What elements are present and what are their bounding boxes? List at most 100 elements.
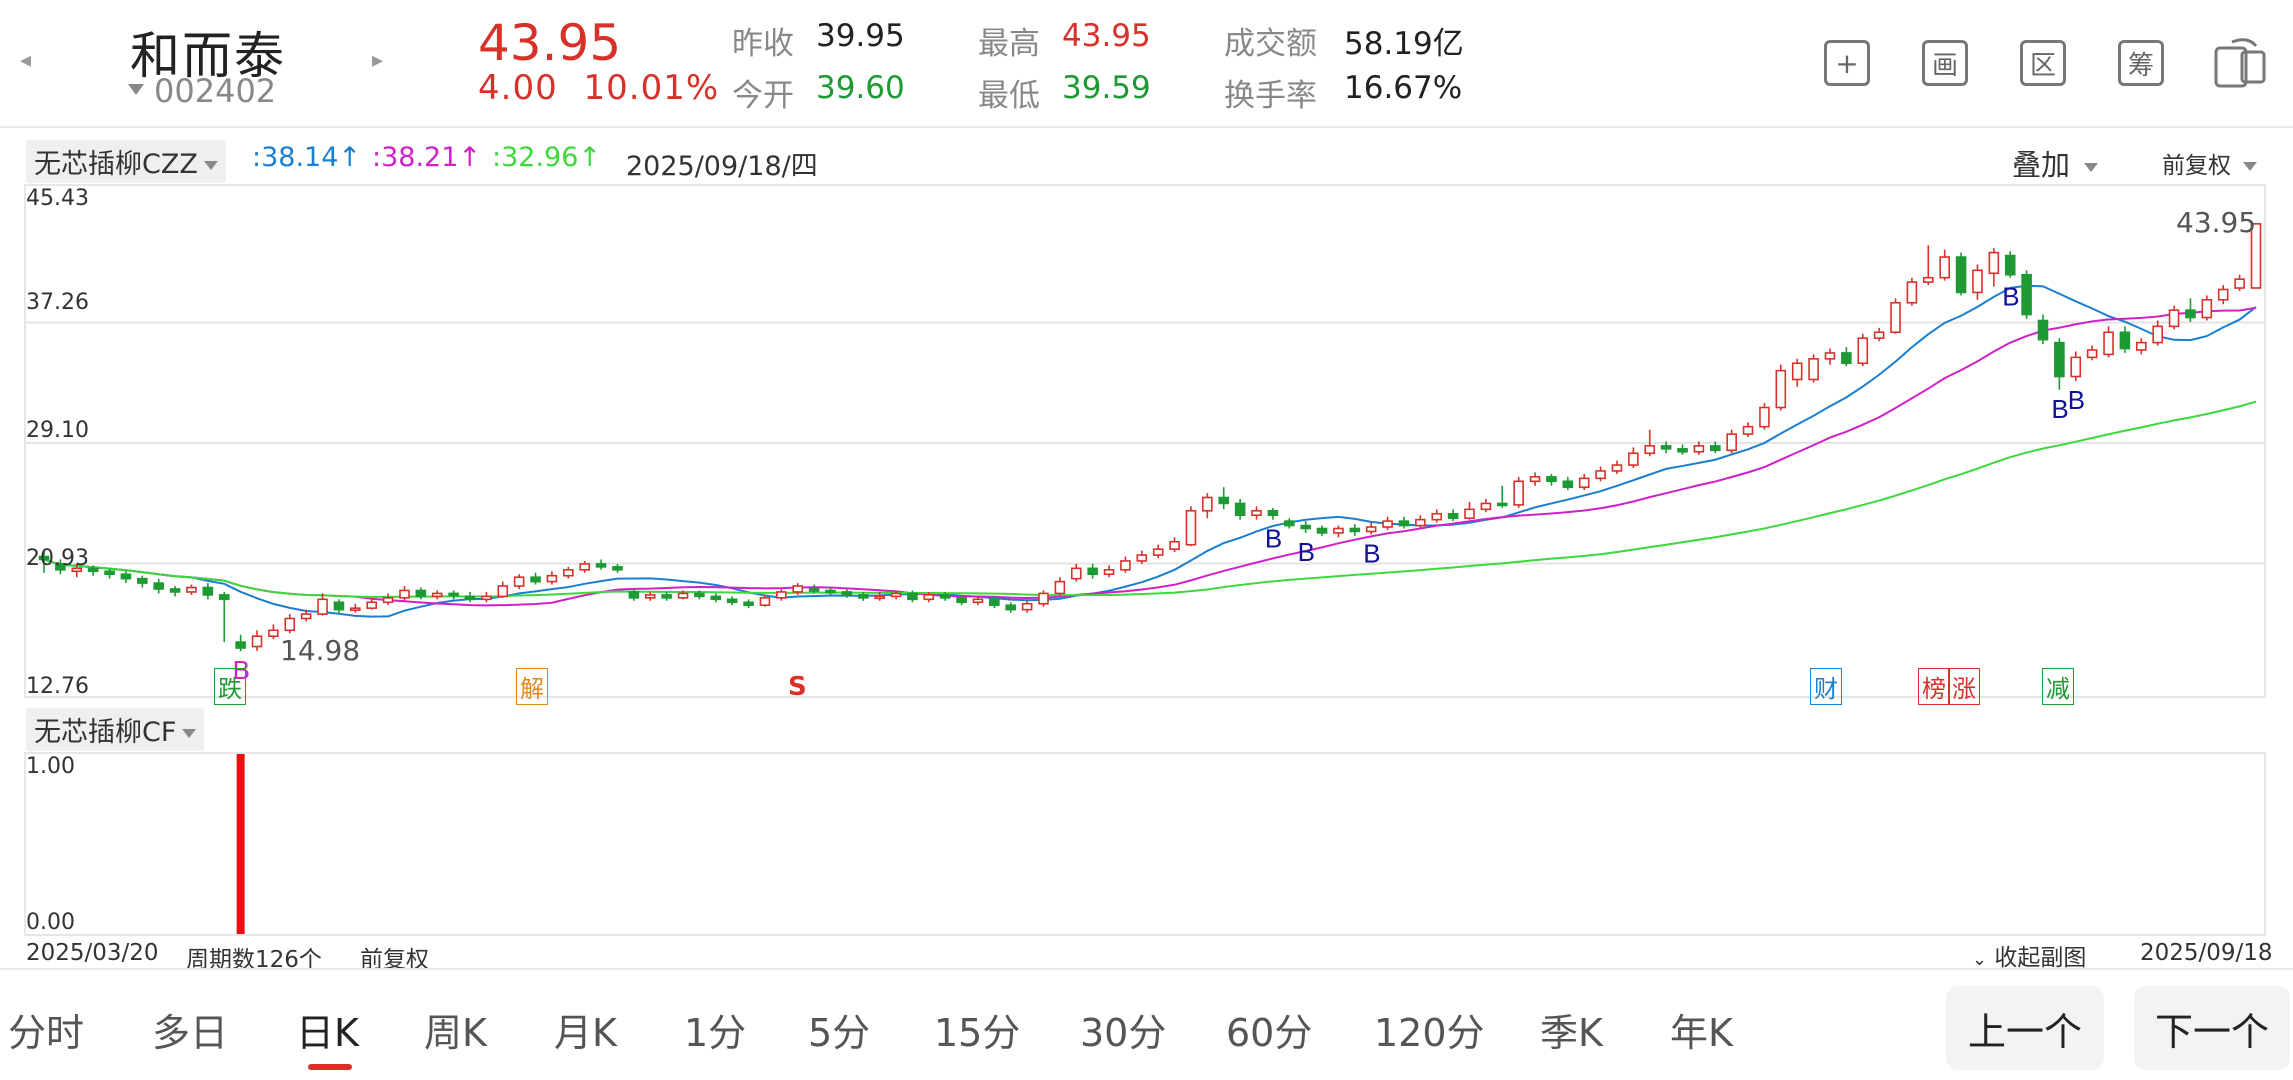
candle-body: [2136, 341, 2147, 351]
candle-body: [726, 598, 738, 604]
code-dropdown-icon[interactable]: [128, 84, 144, 95]
tab-intraday[interactable]: 分时: [8, 1011, 85, 1055]
sub-chart-panel[interactable]: [24, 752, 2266, 936]
candle-body: [38, 555, 50, 561]
candle-body: [399, 589, 410, 599]
candle-body: [497, 585, 509, 598]
y-label: 12.76: [26, 674, 89, 699]
candle-body: [956, 597, 967, 604]
candle-body: [1480, 502, 1492, 511]
finance-event-tag[interactable]: 财: [1810, 668, 1842, 705]
candle-body: [1185, 509, 1197, 546]
reduce-event-tag[interactable]: 减: [2042, 668, 2074, 705]
chevron-down-icon: [203, 161, 218, 170]
candle-body: [579, 563, 591, 571]
candle-body: [677, 592, 689, 599]
candle-body: [628, 591, 640, 599]
candle-body: [1922, 276, 1934, 283]
unlock-event-tag[interactable]: 解: [516, 668, 548, 705]
candle-body: [989, 598, 1000, 607]
adjust-selector[interactable]: 前复权: [2162, 146, 2257, 180]
candle-body: [120, 573, 132, 580]
sub-y-label: 0.00: [26, 910, 75, 935]
candle-body: [939, 594, 951, 599]
tab-5min[interactable]: 5分: [808, 1011, 871, 1055]
change-value: 4.00: [478, 68, 558, 108]
candle-body: [972, 598, 984, 604]
candle-body: [317, 598, 328, 615]
candle-body: [595, 563, 607, 568]
range-icon[interactable]: 区: [2020, 40, 2066, 86]
rotate-screen-icon[interactable]: [2212, 34, 2268, 90]
candle-body: [1120, 560, 1131, 571]
fall-event-tag[interactable]: 跌: [214, 668, 246, 705]
candle-body: [1398, 520, 1410, 527]
candle-body: [874, 595, 885, 600]
candle-body: [1660, 445, 1672, 450]
tab-yearly-k[interactable]: 年K: [1670, 1011, 1733, 1055]
candle-body: [1234, 502, 1246, 517]
candle-body: [218, 594, 230, 601]
sub-indicator-name: 无芯插柳CF: [34, 717, 177, 748]
candle-body: [137, 577, 148, 584]
candle-body: [841, 591, 853, 596]
candle-body: [1693, 445, 1705, 453]
tab-120min[interactable]: 120分: [1374, 1011, 1485, 1055]
candle-body: [1382, 520, 1393, 528]
list-event-tag[interactable]: 榜: [1918, 668, 1950, 705]
candle-body: [1726, 433, 1737, 452]
candle-body: [563, 569, 574, 577]
ma1-line: [43, 284, 2257, 618]
draw-icon[interactable]: 画: [1922, 40, 1968, 86]
collapse-sub-chart-button[interactable]: ⌄ 收起副图: [1972, 938, 2086, 972]
candle-body: [1808, 358, 1819, 381]
prev-button[interactable]: 上一个: [1946, 986, 2104, 1070]
tab-daily-k[interactable]: 日K: [296, 1011, 359, 1055]
y-label: 29.10: [26, 418, 89, 443]
buy-mark: B: [1363, 538, 1380, 568]
stock-name: 和而泰: [130, 27, 286, 85]
candle-body: [1857, 337, 1869, 365]
candle-body: [743, 601, 754, 607]
prev-stock-arrow-icon[interactable]: ◂: [20, 48, 32, 73]
candle-body: [1529, 476, 1541, 483]
tab-1min[interactable]: 1分: [684, 1011, 747, 1055]
candle-body: [104, 570, 115, 576]
next-stock-arrow-icon[interactable]: ▸: [372, 48, 384, 73]
candle-body: [1464, 508, 1475, 519]
rise-event-tag[interactable]: 涨: [1948, 668, 1980, 705]
sub-indicator-selector[interactable]: 无芯插柳CF: [26, 708, 205, 751]
candle-body: [55, 563, 66, 571]
ma2-line: [43, 306, 2257, 607]
overlay-selector[interactable]: 叠加: [2012, 142, 2099, 184]
plus-square-icon[interactable]: +: [1824, 40, 1870, 86]
candle-body: [1513, 480, 1524, 506]
tab-monthly-k[interactable]: 月K: [554, 1011, 617, 1055]
buy-mark: B: [2068, 385, 2085, 415]
buy-mark: B: [2051, 394, 2068, 424]
last-price-label: 43.95: [2176, 206, 2257, 239]
candle-body: [710, 595, 722, 601]
candle-body: [2021, 273, 2032, 316]
chip-icon[interactable]: 筹: [2118, 40, 2164, 86]
tab-30min[interactable]: 30分: [1080, 1011, 1167, 1055]
candle-body: [1955, 256, 1967, 294]
candle-body: [1578, 477, 1590, 488]
candle-body: [1365, 526, 1377, 533]
tab-60min[interactable]: 60分: [1226, 1011, 1313, 1055]
next-button[interactable]: 下一个: [2134, 986, 2290, 1070]
tab-quarterly-k[interactable]: 季K: [1540, 1011, 1603, 1055]
candle-body: [1546, 476, 1557, 483]
indicator-selector[interactable]: 无芯插柳CZZ: [26, 140, 226, 183]
candle-body: [1496, 502, 1508, 507]
candle-body: [612, 566, 623, 571]
candle-body: [431, 592, 443, 598]
turnover-label: 换手率: [1224, 78, 1317, 114]
tab-weekly-k[interactable]: 周K: [424, 1011, 487, 1055]
buy-mark: B: [2002, 282, 2019, 312]
candle-body: [1677, 448, 1688, 453]
tab-15min[interactable]: 15分: [934, 1011, 1021, 1055]
active-tab-indicator: [308, 1064, 352, 1070]
tab-multi-day[interactable]: 多日: [152, 1011, 229, 1055]
